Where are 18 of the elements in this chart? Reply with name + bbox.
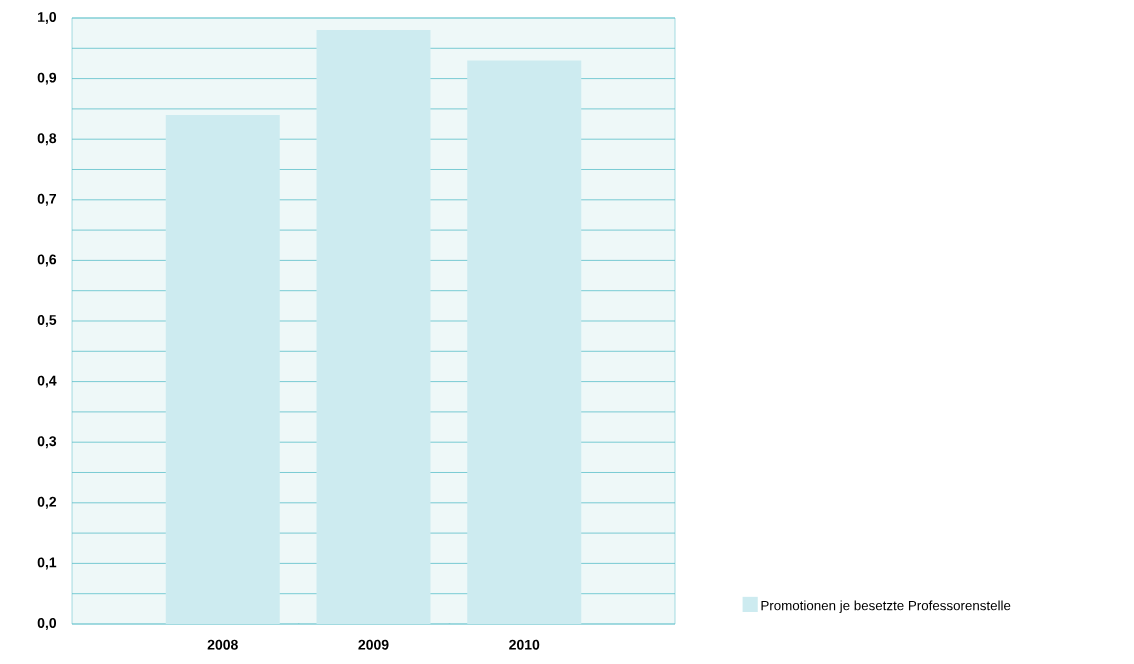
y-tick-label: 1,0 (38, 12, 57, 24)
bar (165, 114, 280, 624)
y-tick-label: 0,3 (37, 436, 57, 449)
x-tick-label: 2008 (207, 639, 238, 650)
legend-label: Promotionen je besetzte Professorenstelle (761, 600, 1011, 613)
y-tick-label: 0,7 (37, 193, 57, 206)
y-tick-label: 0,5 (37, 315, 57, 327)
y-tick-label: 0,2 (37, 496, 57, 509)
bar (316, 30, 431, 624)
y-tick-label: 0,8 (37, 133, 57, 146)
y-tick-label: 0,0 (37, 618, 57, 630)
bar (467, 60, 582, 624)
y-tick-label: 0,1 (37, 557, 57, 570)
x-tick-label: 2009 (358, 639, 389, 650)
y-tick-label: 0,4 (37, 375, 57, 388)
x-tick-label: 2010 (509, 639, 540, 650)
y-tick-label: 0,6 (37, 254, 57, 267)
y-tick-label: 0,9 (37, 72, 57, 85)
